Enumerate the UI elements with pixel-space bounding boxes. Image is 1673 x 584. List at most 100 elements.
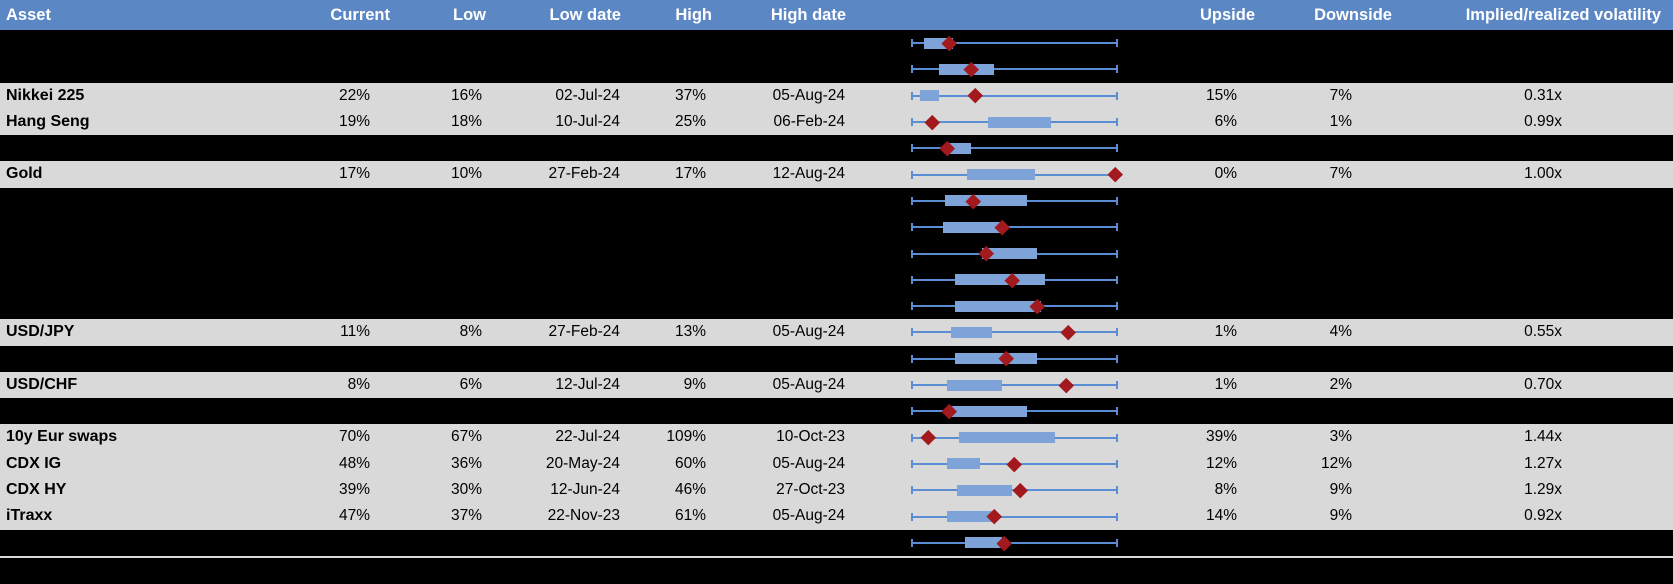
whisker-cap-left bbox=[911, 407, 913, 416]
upside-value: 0% bbox=[1214, 165, 1237, 183]
range-boxplot bbox=[845, 398, 1128, 424]
range-boxplot bbox=[845, 214, 1128, 240]
whisker-cap-right bbox=[1116, 433, 1118, 442]
whisker-cap-left bbox=[911, 459, 913, 468]
interquartile-box bbox=[967, 169, 1035, 181]
interquartile-box bbox=[955, 353, 1038, 365]
current-value: 19% bbox=[338, 112, 370, 130]
interquartile-box bbox=[942, 221, 1003, 233]
table-row-redacted bbox=[0, 292, 1673, 320]
current-value: 48% bbox=[338, 454, 370, 472]
table-row-hang-seng: Hang Seng 19% 18% 10-Jul-24 25% 06-Feb-2… bbox=[0, 108, 1673, 136]
interquartile-box bbox=[957, 484, 1013, 496]
implied-realized-vol: 1.00x bbox=[1524, 165, 1562, 183]
table-row-redacted bbox=[0, 56, 1673, 83]
table-row-itraxx: iTraxx 47% 37% 22-Nov-23 61% 05-Aug-24 1… bbox=[0, 503, 1673, 530]
high-value: 46% bbox=[674, 481, 706, 499]
low-date: 20-May-24 bbox=[545, 454, 620, 472]
whisker-cap-right bbox=[1116, 354, 1118, 363]
upside-value: 8% bbox=[1214, 481, 1237, 499]
whisker-cap-left bbox=[911, 170, 913, 179]
high-date: 05-Aug-24 bbox=[772, 375, 845, 393]
col-header-current: Current bbox=[330, 6, 390, 24]
interquartile-box bbox=[950, 405, 1027, 417]
whisker-cap-right bbox=[1116, 118, 1118, 127]
current-value: 11% bbox=[340, 323, 370, 341]
whisker-cap-left bbox=[911, 328, 913, 337]
col-header-high: High bbox=[675, 6, 712, 24]
low-value: 30% bbox=[450, 481, 482, 499]
range-boxplot bbox=[845, 503, 1128, 529]
high-date: 06-Feb-24 bbox=[773, 112, 845, 130]
whisker-cap-left bbox=[911, 223, 913, 232]
whisker-cap-right bbox=[1116, 223, 1118, 232]
whisker-cap-left bbox=[911, 144, 913, 153]
whisker-cap-right bbox=[1116, 39, 1118, 48]
range-boxplot bbox=[845, 372, 1128, 398]
col-header-high-date: High date bbox=[770, 6, 846, 24]
range-boxplot bbox=[845, 451, 1128, 477]
whisker-cap-left bbox=[911, 249, 913, 258]
whisker-cap-right bbox=[1116, 381, 1118, 390]
table-row-10y-eur-swaps: 10y Eur swaps 70% 67% 22-Jul-24 109% 10-… bbox=[0, 424, 1673, 451]
col-header-upside: Upside bbox=[1199, 6, 1255, 24]
downside-value: 4% bbox=[1329, 323, 1352, 341]
range-boxplot bbox=[845, 424, 1128, 450]
high-date: 10-Oct-23 bbox=[776, 428, 845, 446]
asset-name: USD/JPY bbox=[6, 323, 75, 341]
asset-name: CDX HY bbox=[6, 481, 67, 499]
table-body: Nikkei 225 22% 16% 02-Jul-24 37% 05-Aug-… bbox=[0, 30, 1673, 556]
interquartile-box bbox=[946, 379, 1003, 391]
high-date: 05-Aug-24 bbox=[772, 454, 845, 472]
table-row-redacted bbox=[0, 529, 1673, 556]
whisker-line bbox=[912, 331, 1117, 334]
whisker-line bbox=[912, 515, 1117, 518]
whisker-cap-left bbox=[911, 381, 913, 390]
implied-realized-vol: 0.70x bbox=[1524, 375, 1562, 393]
low-value: 6% bbox=[459, 375, 482, 393]
whisker-cap-right bbox=[1116, 407, 1118, 416]
range-boxplot bbox=[845, 56, 1128, 82]
whisker-cap-right bbox=[1116, 512, 1118, 521]
low-value: 16% bbox=[450, 86, 482, 104]
table-row-redacted bbox=[0, 187, 1673, 215]
col-header-implied-realized-volatility: Implied/realized volatility bbox=[1465, 6, 1661, 24]
high-date: 05-Aug-24 bbox=[772, 86, 845, 104]
interquartile-box bbox=[920, 90, 939, 102]
table-row-usd-jpy: USD/JPY 11% 8% 27-Feb-24 13% 05-Aug-24 1… bbox=[0, 319, 1673, 346]
range-boxplot bbox=[845, 109, 1128, 135]
whisker-cap-left bbox=[911, 196, 913, 205]
interquartile-box bbox=[965, 537, 1003, 549]
whisker-cap-right bbox=[1116, 65, 1118, 74]
interquartile-box bbox=[981, 248, 1038, 260]
col-header-asset: Asset bbox=[6, 6, 51, 24]
table-row-redacted bbox=[0, 135, 1673, 162]
upside-value: 39% bbox=[1205, 428, 1237, 446]
whisker-cap-left bbox=[911, 91, 913, 100]
whisker-cap-right bbox=[1116, 275, 1118, 284]
implied-realized-vol: 1.29x bbox=[1524, 481, 1562, 499]
interquartile-box bbox=[950, 326, 992, 338]
current-marker-diamond bbox=[920, 430, 936, 446]
downside-value: 2% bbox=[1329, 375, 1352, 393]
high-date: 27-Oct-23 bbox=[776, 481, 845, 499]
downside-value: 9% bbox=[1329, 481, 1352, 499]
col-header-low: Low bbox=[453, 6, 486, 24]
range-boxplot bbox=[845, 267, 1128, 293]
current-marker-diamond bbox=[1013, 482, 1029, 498]
table-row-redacted bbox=[0, 30, 1673, 57]
low-date: 27-Feb-24 bbox=[548, 323, 620, 341]
table-row-nikkei-225: Nikkei 225 22% 16% 02-Jul-24 37% 05-Aug-… bbox=[0, 82, 1673, 109]
whisker-line bbox=[912, 94, 1117, 97]
whisker-cap-left bbox=[911, 538, 913, 547]
current-marker-diamond bbox=[1107, 167, 1123, 183]
interquartile-box bbox=[924, 37, 953, 49]
low-date: 27-Feb-24 bbox=[548, 165, 620, 183]
whisker-cap-right bbox=[1116, 249, 1118, 258]
downside-value: 7% bbox=[1329, 165, 1352, 183]
current-value: 47% bbox=[338, 507, 370, 525]
col-header-low-date: Low date bbox=[549, 6, 621, 24]
whisker-cap-right bbox=[1116, 196, 1118, 205]
whisker-cap-left bbox=[911, 39, 913, 48]
high-value: 37% bbox=[674, 86, 706, 104]
